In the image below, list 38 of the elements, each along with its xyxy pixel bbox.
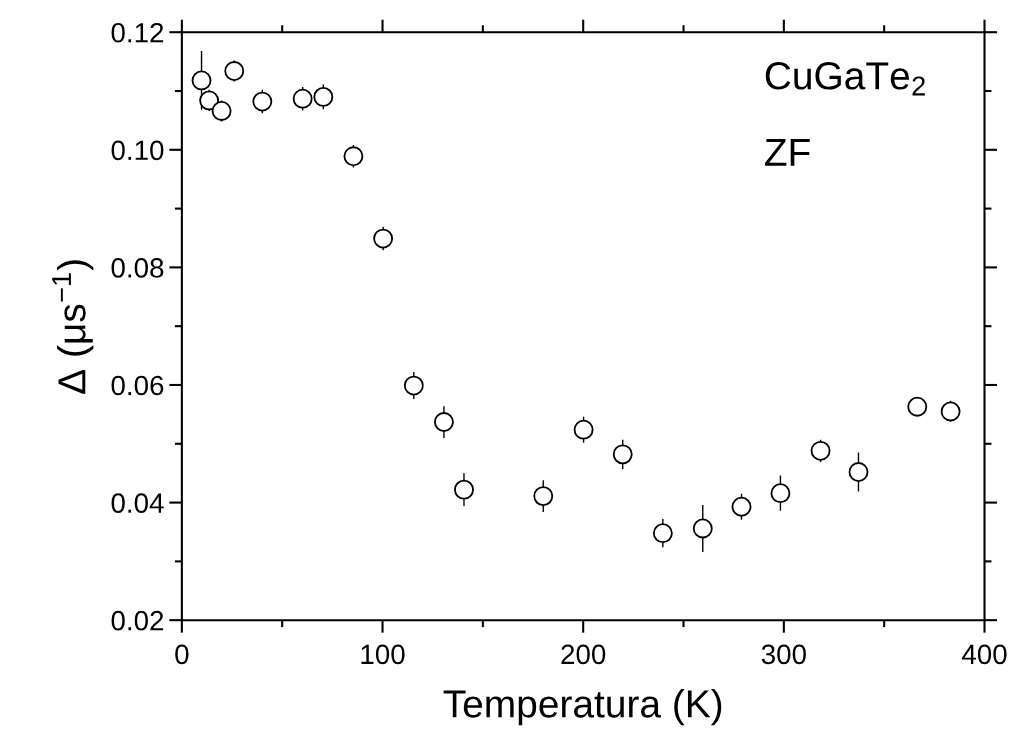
point xyxy=(810,440,831,461)
point xyxy=(454,479,474,500)
x-tick-label: 100 xyxy=(361,644,405,665)
point xyxy=(692,518,713,539)
point xyxy=(612,444,633,465)
point xyxy=(292,88,313,109)
point xyxy=(652,523,673,544)
point xyxy=(313,86,334,107)
point xyxy=(731,496,752,517)
annotation: ZF xyxy=(765,138,810,166)
x-tick-label: 300 xyxy=(761,644,806,665)
point xyxy=(907,396,928,417)
annotation: CuGaTe$_{2}$ xyxy=(765,62,925,96)
y-axis-title: Δ (μs$^{−1}$) xyxy=(52,260,94,394)
y-tick-label: 0.06 xyxy=(111,375,164,396)
x-tick-label: 200 xyxy=(561,644,606,665)
point xyxy=(373,228,394,249)
x-axis-title: Temperatura (K) xyxy=(443,689,722,726)
y-tick-label: 0.10 xyxy=(111,140,164,161)
y-tick-label: 0.12 xyxy=(111,22,164,43)
y-tick-label: 0.08 xyxy=(111,258,164,278)
point xyxy=(533,486,554,507)
point xyxy=(573,419,594,440)
point xyxy=(191,70,212,91)
y-tick-label: 0.04 xyxy=(111,493,164,513)
point xyxy=(770,483,791,504)
point xyxy=(403,375,424,396)
point xyxy=(940,401,961,422)
point xyxy=(848,462,869,482)
point xyxy=(199,90,220,111)
point xyxy=(211,101,232,121)
x-tick-label: 400 xyxy=(961,644,1007,665)
y-tick-label: 0.02 xyxy=(111,610,164,631)
x-tick-label: 0 xyxy=(175,644,189,665)
point xyxy=(433,412,454,432)
point xyxy=(252,91,273,112)
point xyxy=(343,146,364,167)
point xyxy=(224,61,245,81)
